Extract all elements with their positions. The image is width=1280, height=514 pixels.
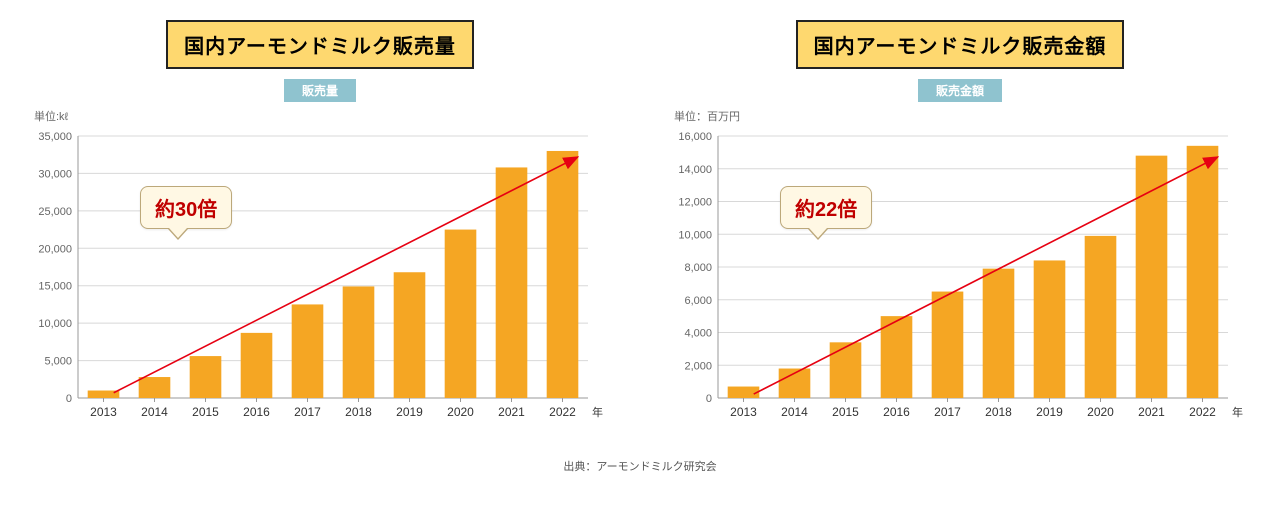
svg-text:年: 年: [1232, 405, 1243, 419]
svg-text:25,000: 25,000: [38, 206, 72, 218]
svg-text:15,000: 15,000: [38, 281, 72, 293]
svg-text:20,000: 20,000: [38, 243, 72, 255]
svg-text:2022: 2022: [549, 405, 576, 419]
svg-text:2022: 2022: [1189, 405, 1216, 419]
svg-text:2020: 2020: [447, 405, 474, 419]
svg-text:8,000: 8,000: [684, 262, 712, 274]
svg-text:年: 年: [592, 405, 603, 419]
svg-text:2019: 2019: [1036, 405, 1063, 419]
svg-text:12,000: 12,000: [678, 197, 712, 209]
unit-label: 単位:kℓ: [34, 108, 620, 124]
svg-text:2018: 2018: [345, 405, 372, 419]
source-attribution: 出典：アーモンドミルク研究会: [0, 458, 1280, 474]
left-panel: 国内アーモンドミルク販売量 販売量 単位:kℓ 0 5,000 10,000 15,0…: [20, 20, 620, 428]
growth-callout: 約30倍: [140, 186, 232, 229]
chart-title: 国内アーモンドミルク販売量: [166, 20, 474, 69]
svg-text:2015: 2015: [192, 405, 219, 419]
svg-text:6,000: 6,000: [684, 295, 712, 307]
legend-badge: 販売金額: [918, 79, 1002, 102]
svg-text:2013: 2013: [730, 405, 757, 419]
svg-text:2014: 2014: [141, 405, 168, 419]
svg-text:5,000: 5,000: [44, 356, 72, 368]
svg-text:2016: 2016: [883, 405, 910, 419]
svg-text:2014: 2014: [781, 405, 808, 419]
bar-chart-svg: 0 2,000 4,000 6,000 8,000 10,000 12,000 14,000 1…: [670, 128, 1250, 428]
svg-text:2016: 2016: [243, 405, 270, 419]
svg-text:2,000: 2,000: [684, 360, 712, 372]
chart-volume: 0 5,000 10,000 15,000 20,000 25,000 30,000 35,0…: [30, 128, 610, 428]
svg-text:0: 0: [706, 393, 712, 405]
legend-badge: 販売量: [284, 79, 356, 102]
svg-text:0: 0: [66, 393, 72, 405]
chart-page: 国内アーモンドミルク販売量 販売量 単位:kℓ 0 5,000 10,000 15,0…: [0, 0, 1280, 428]
svg-text:16,000: 16,000: [678, 131, 712, 143]
svg-text:2020: 2020: [1087, 405, 1114, 419]
svg-text:10,000: 10,000: [38, 318, 72, 330]
svg-text:35,000: 35,000: [38, 131, 72, 143]
right-panel: 国内アーモンドミルク販売金額 販売金額 単位：百万円 0 2,000 4,000 6,…: [660, 20, 1260, 428]
svg-text:30,000: 30,000: [38, 168, 72, 180]
chart-title: 国内アーモンドミルク販売金額: [796, 20, 1125, 69]
svg-text:14,000: 14,000: [678, 164, 712, 176]
svg-text:2021: 2021: [1138, 405, 1165, 419]
bar-chart-svg: 0 5,000 10,000 15,000 20,000 25,000 30,000 35,0…: [30, 128, 610, 428]
svg-text:2019: 2019: [396, 405, 423, 419]
growth-callout: 約22倍: [780, 186, 872, 229]
svg-text:2015: 2015: [832, 405, 859, 419]
svg-text:4,000: 4,000: [684, 328, 712, 340]
chart-revenue: 0 2,000 4,000 6,000 8,000 10,000 12,000 14,000 1…: [670, 128, 1250, 428]
svg-text:2013: 2013: [90, 405, 117, 419]
svg-text:2021: 2021: [498, 405, 525, 419]
svg-text:10,000: 10,000: [678, 229, 712, 241]
svg-text:2017: 2017: [934, 405, 961, 419]
svg-text:2017: 2017: [294, 405, 321, 419]
unit-label: 単位：百万円: [674, 108, 1260, 124]
svg-text:2018: 2018: [985, 405, 1012, 419]
